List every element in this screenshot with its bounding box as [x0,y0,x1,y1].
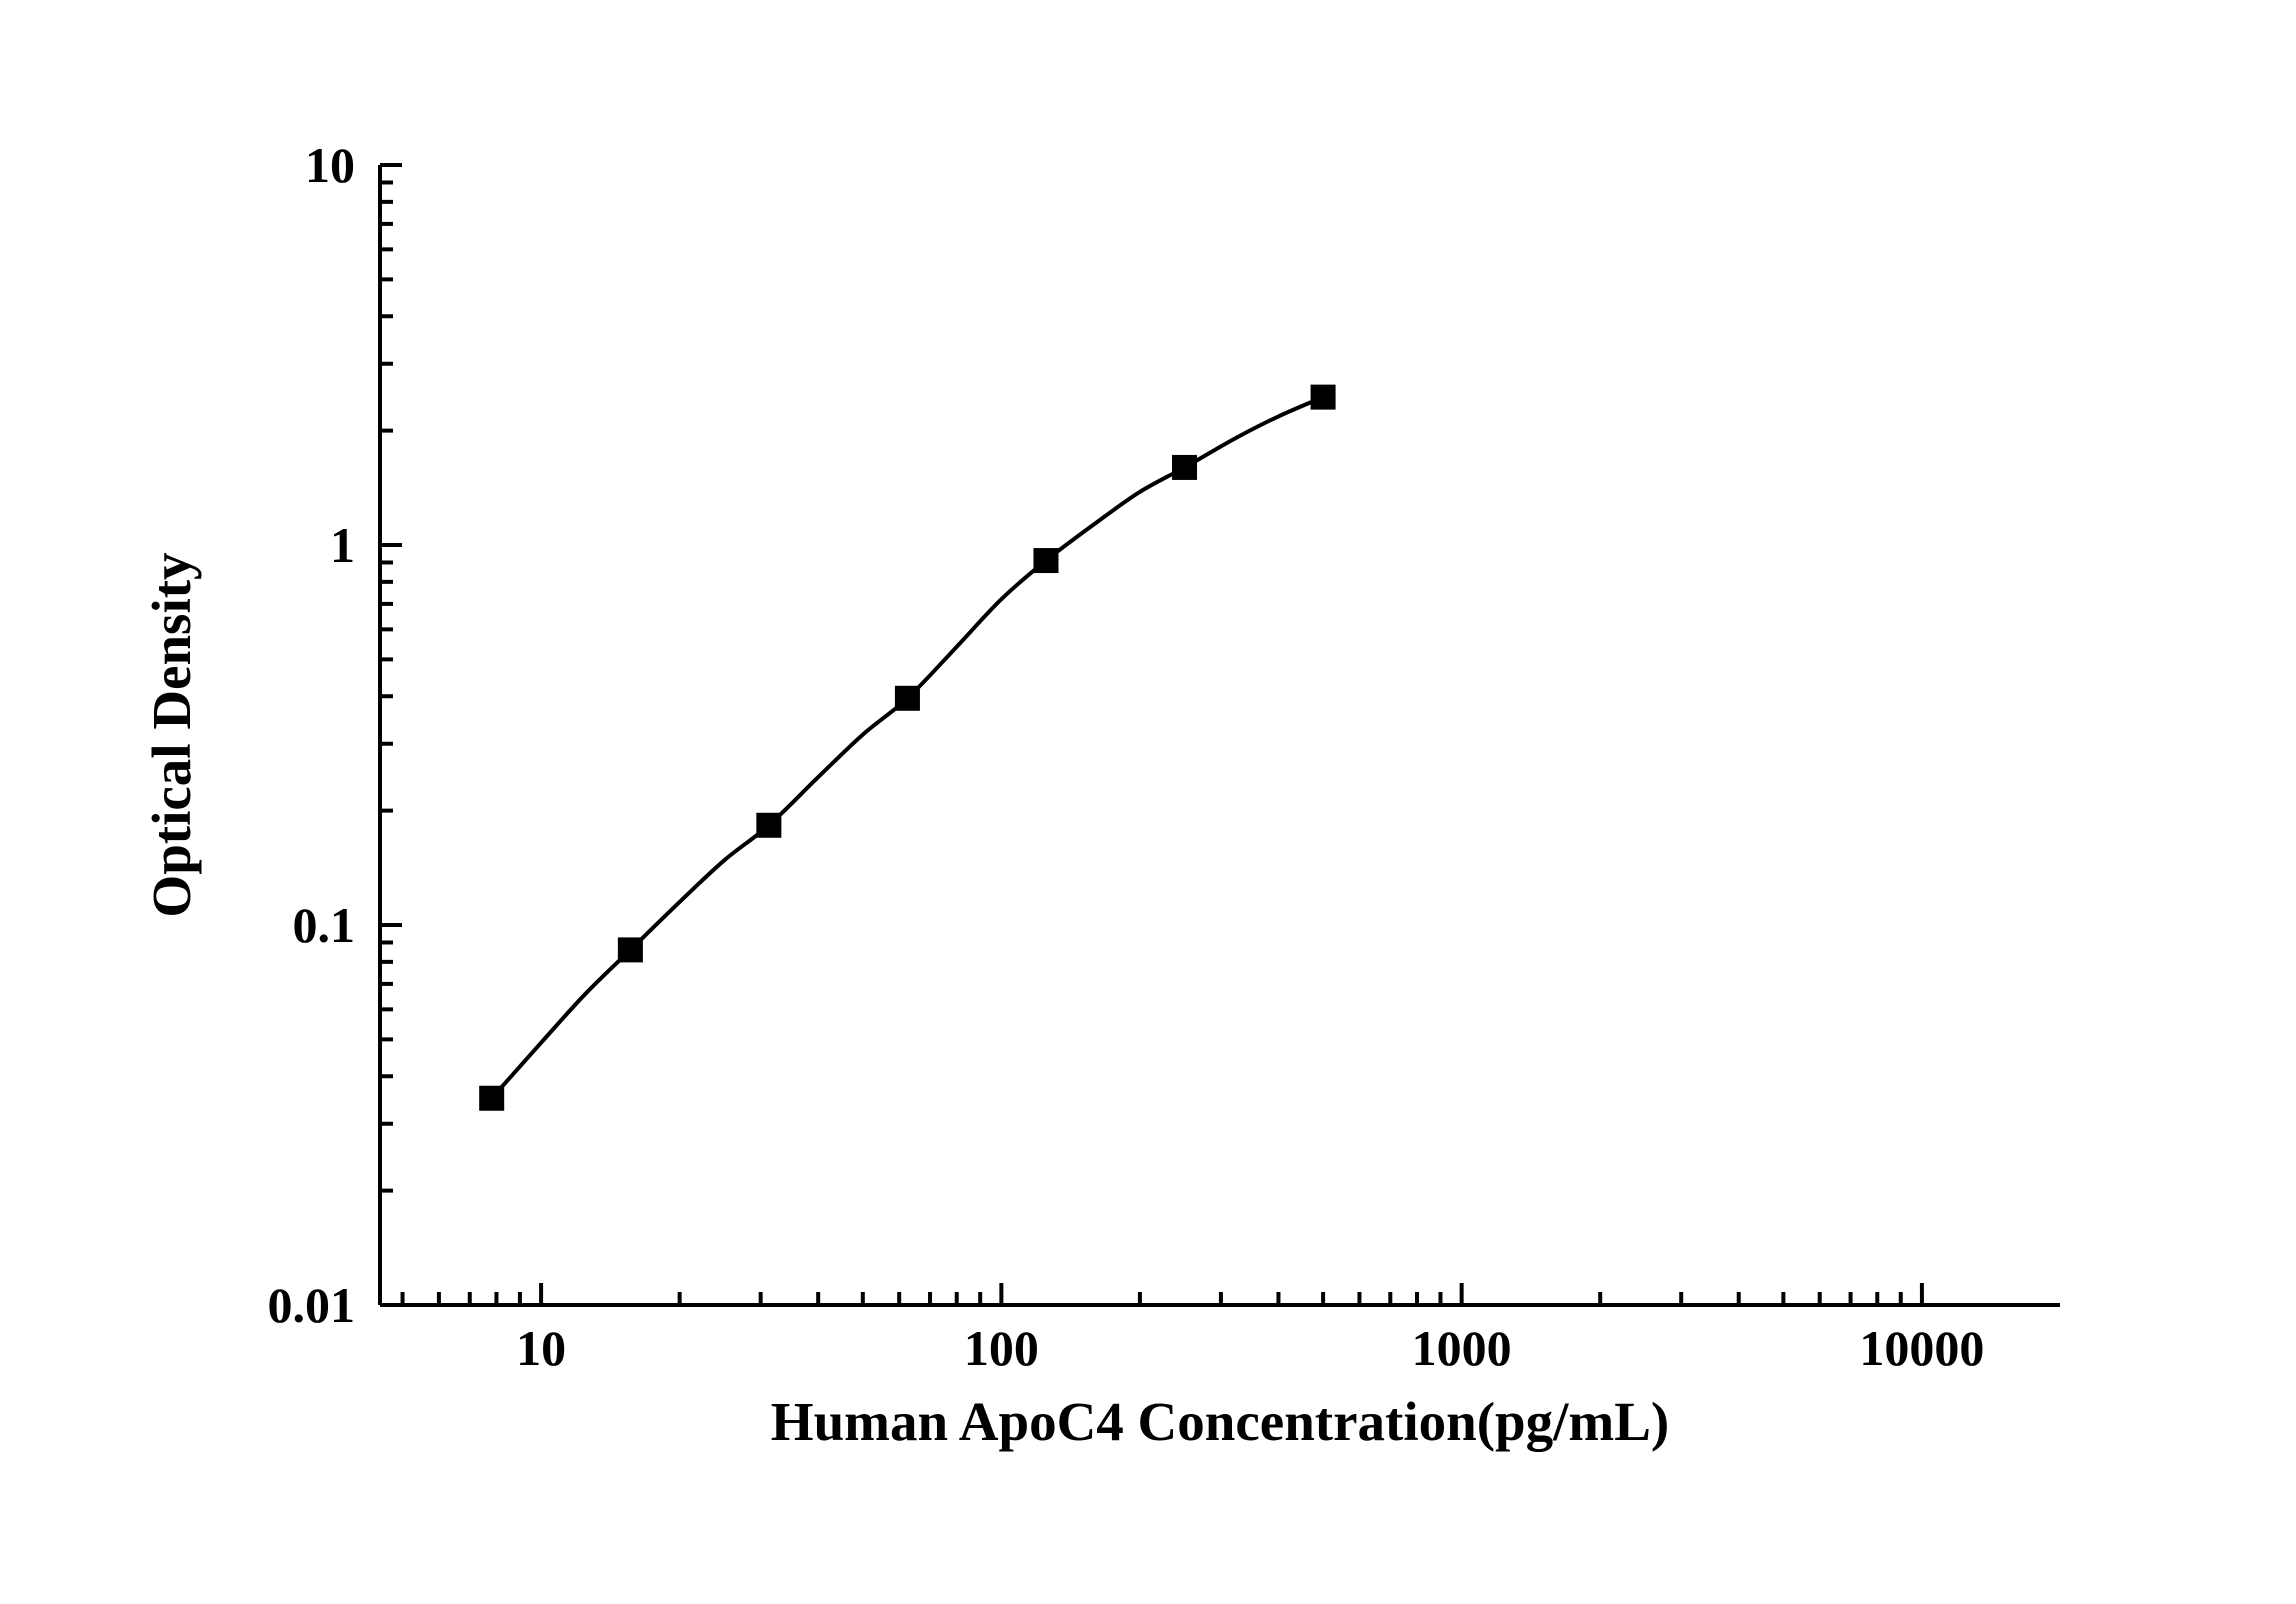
data-marker [895,686,919,710]
y-tick-label: 1 [330,517,355,573]
x-tick-label: 10000 [1859,1320,1984,1376]
data-marker [618,938,642,962]
y-tick-label: 10 [305,137,355,193]
data-marker [1173,455,1197,479]
chart-svg: 10 100 1000 10000 0.01 0.1 1 10 Human ApoC4 Conc… [0,0,2296,1604]
x-axis-label: Human ApoC4 Concentration(pg/mL) [771,1391,1669,1452]
x-tick-label: 1000 [1412,1320,1512,1376]
data-marker [1311,385,1335,409]
x-tick-label: 10 [516,1320,566,1376]
chart-container: 10 100 1000 10000 0.01 0.1 1 10 Human ApoC4 Conc… [0,0,2296,1604]
y-tick-label: 0.01 [268,1277,356,1333]
data-marker [757,813,781,837]
y-tick-label: 0.1 [293,897,356,953]
x-tick-label: 100 [964,1320,1039,1376]
y-axis-label: Optical Density [141,552,202,917]
data-marker [1034,549,1058,573]
data-marker [480,1086,504,1110]
